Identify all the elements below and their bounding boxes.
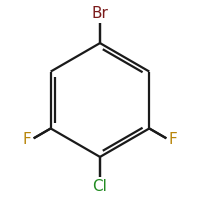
Text: F: F [169,132,178,147]
Text: Br: Br [92,6,108,21]
Text: F: F [22,132,31,147]
Text: Cl: Cl [93,179,107,194]
